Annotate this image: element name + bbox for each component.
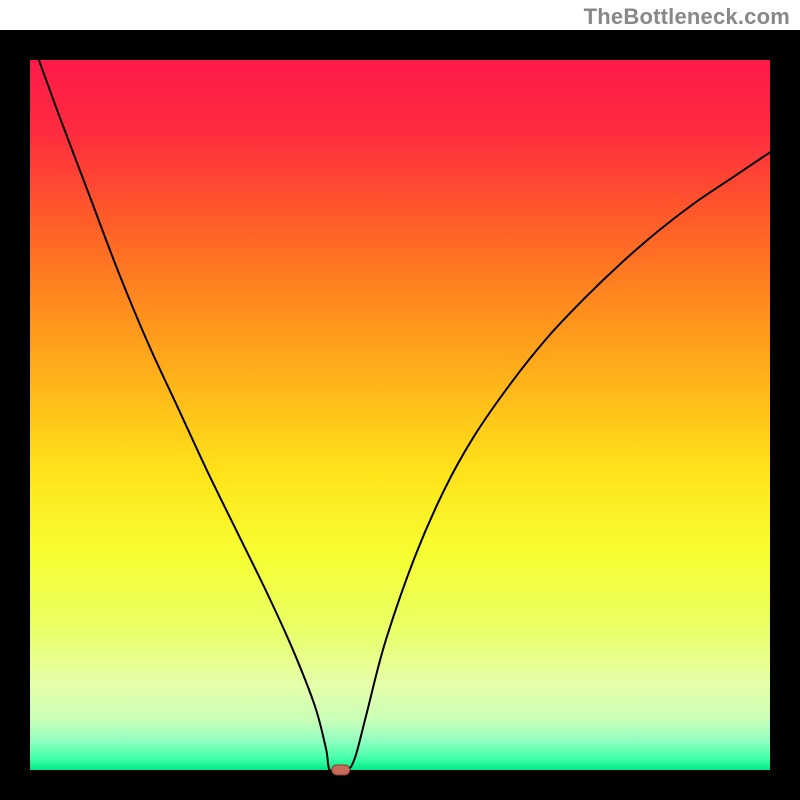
- plot-background-gradient: [30, 60, 770, 770]
- chart-container: TheBottleneck.com: [0, 0, 800, 800]
- optimum-marker: [332, 765, 350, 775]
- chart-svg: [0, 0, 800, 800]
